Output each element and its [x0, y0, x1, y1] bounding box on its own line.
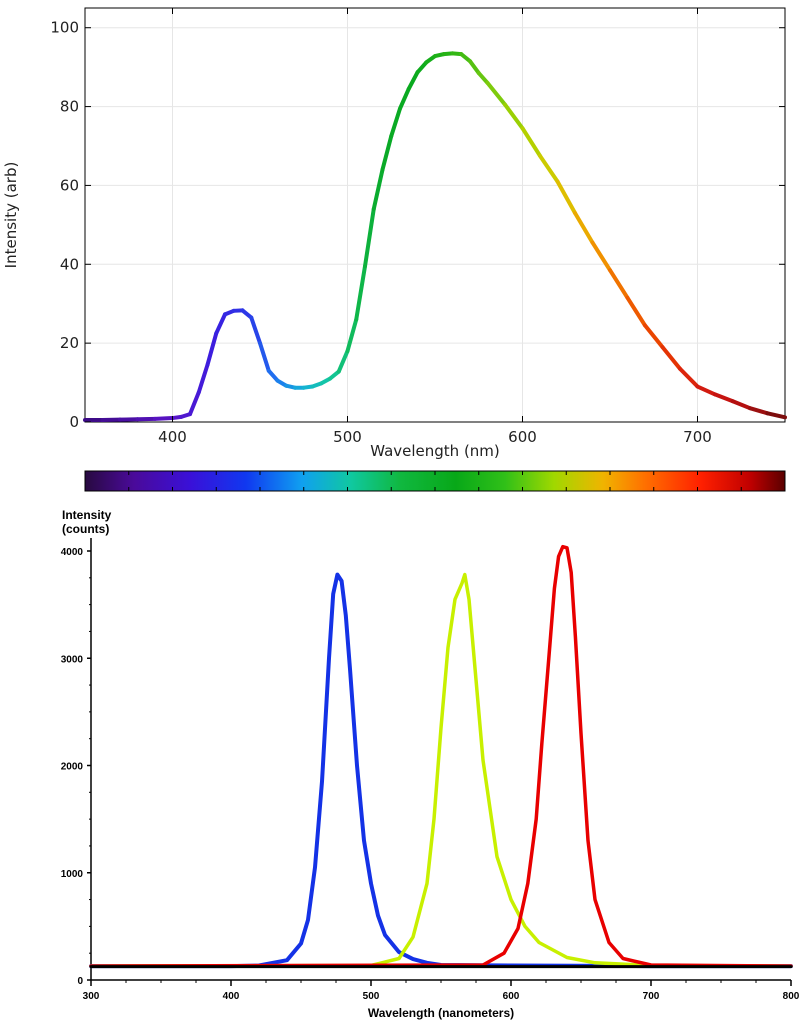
top-spectrum-segment [573, 211, 595, 245]
top-spectrum-segment [625, 295, 647, 328]
bottom-x-tick-label: 300 [83, 991, 100, 1002]
bottom-y-tick-label: 1000 [61, 869, 84, 880]
top-spectrum-segment [476, 71, 490, 85]
top-spectrum-segment [406, 70, 420, 91]
bottom-y-tick-label: 0 [77, 976, 83, 987]
bottom-x-tick-label: 800 [783, 991, 800, 1002]
top-spectrum-segment [266, 368, 280, 383]
top-y-tick-label: 0 [69, 413, 79, 431]
bottom-x-axis-label: Wavelength (nanometers) [368, 1006, 514, 1020]
top-spectrum-segment [371, 167, 385, 212]
top-plot-frame [84, 7, 786, 423]
bottom-y-tick-label: 2000 [61, 762, 84, 773]
top-spectrum-segment [643, 323, 665, 350]
bottom-y-tick-labels: 0 1000 2000 3000 4000 [61, 547, 84, 987]
top-spectrum-segment [590, 240, 612, 273]
top-y-tick-label: 60 [60, 176, 79, 194]
bottom-series-lines [89, 544, 793, 969]
bottom-x-tick-label: 500 [363, 991, 380, 1002]
top-y-tick-label: 40 [60, 255, 79, 273]
top-y-tick-label: 20 [60, 334, 79, 352]
top-spectrum-segment [538, 153, 560, 184]
top-spectrum-line [83, 51, 787, 423]
top-x-tick-label: 600 [508, 428, 537, 446]
top-spectrum-segment [345, 317, 359, 354]
top-spectrum-segment [660, 345, 682, 371]
top-grid [85, 8, 785, 422]
top-spectrum-segment [503, 102, 525, 131]
top-spectrum-segment [380, 134, 394, 172]
bottom-x-tick-labels: 300 400 500 600 700 800 [83, 991, 800, 1002]
spectrum-color-bar [84, 470, 786, 492]
bottom-x-tick-label: 600 [503, 991, 520, 1002]
top-spectrum-segment [678, 366, 700, 389]
top-spectrum-segment [258, 341, 271, 373]
top-spectrum-segment [214, 312, 227, 336]
red-led-spectrum-line [89, 544, 793, 968]
top-y-tick-label: 80 [60, 98, 79, 116]
top-y-axis-label: Intensity (arb) [2, 162, 20, 269]
top-spectrum-segment [398, 86, 411, 111]
bottom-x-tick-label: 400 [223, 991, 240, 1002]
bottom-y-axis-label-line2: (counts) [62, 522, 109, 536]
top-spectrum-segment [336, 349, 350, 374]
top-x-tick-label: 500 [333, 428, 362, 446]
emission-spectrum-chart: 400 500 600 700 0 20 40 60 80 100 Wavelength (nm… [2, 7, 787, 460]
top-spectrum-segment [196, 362, 210, 395]
bottom-y-tick-label: 4000 [61, 547, 84, 558]
top-spectrum-segment [363, 207, 376, 269]
top-spectrum-segment [188, 390, 201, 417]
top-tick-marks [85, 8, 785, 423]
top-x-axis-label: Wavelength (nm) [370, 442, 500, 460]
led-spectra-chart: Intensity (counts) 300 400 500 600 700 800 0 1… [61, 508, 800, 1020]
top-x-tick-label: 700 [683, 428, 712, 446]
top-spectrum-segment [555, 179, 577, 216]
top-spectrum-segment [713, 392, 735, 404]
top-spectrum-segment [485, 80, 507, 107]
top-spectrum-segment [415, 60, 429, 75]
top-y-tick-label: 100 [50, 19, 79, 37]
top-spectrum-segment [608, 268, 630, 300]
top-x-tick-label: 400 [158, 428, 187, 446]
top-spectrum-segment [249, 315, 262, 346]
bottom-x-tick-label: 700 [643, 991, 660, 1002]
blue-led-spectrum-line [89, 572, 793, 969]
top-x-tick-labels: 400 500 600 700 [158, 428, 712, 446]
color-bar-ticks [84, 471, 786, 491]
bottom-y-axis-label-line1: Intensity [62, 508, 112, 522]
bottom-y-tick-label: 3000 [61, 654, 84, 665]
bottom-tick-marks [87, 550, 792, 986]
top-spectrum-segment [468, 59, 481, 76]
top-y-tick-labels: 0 20 40 60 80 100 [50, 19, 79, 431]
top-spectrum-segment [354, 264, 367, 322]
top-spectrum-segment [695, 384, 717, 397]
top-spectrum-segment [520, 126, 542, 158]
top-spectrum-segment [748, 406, 770, 416]
top-spectrum-segment [153, 416, 175, 421]
top-spectrum-segment [765, 411, 787, 420]
top-spectrum-segment [730, 399, 752, 411]
top-spectrum-segment [389, 106, 402, 139]
yellow-green-led-spectrum-line [89, 572, 793, 968]
top-spectrum-segment [205, 331, 219, 367]
